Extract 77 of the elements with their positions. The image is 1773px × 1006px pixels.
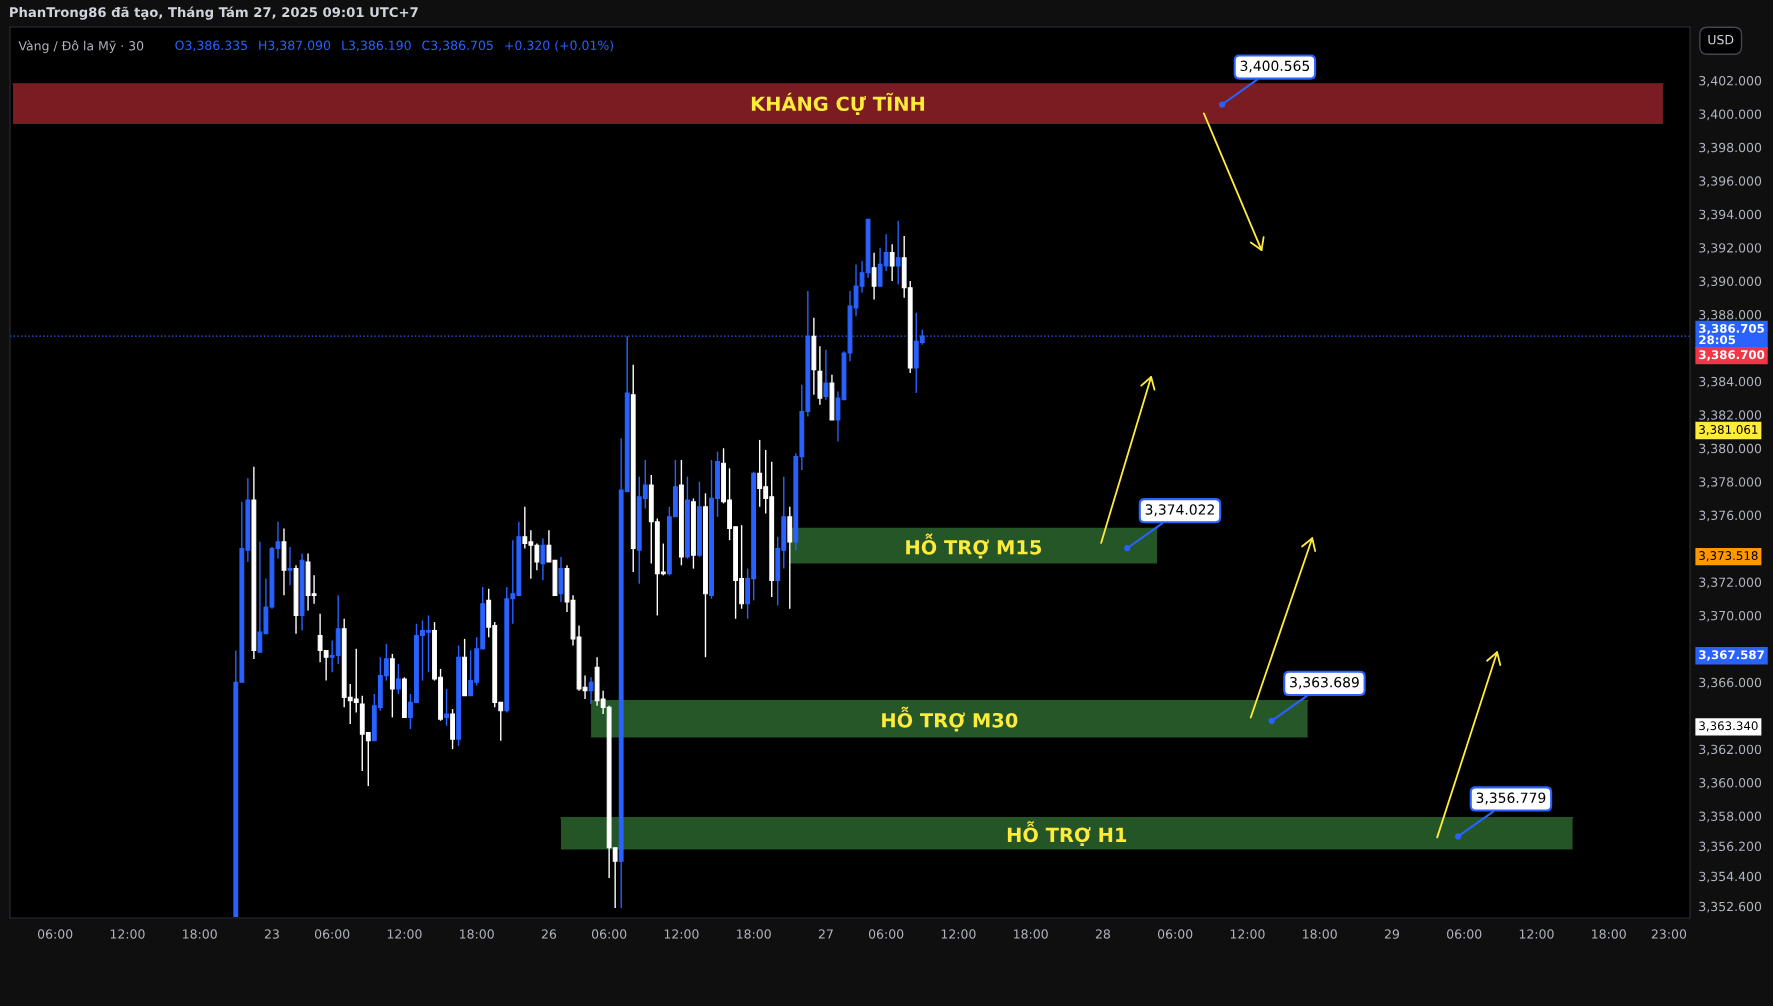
- candlestick: [395, 663, 401, 695]
- x-tick-label: 29: [1384, 929, 1400, 939]
- candlestick: [823, 348, 829, 401]
- candlestick: [871, 251, 877, 301]
- x-tick-label: 12:00: [110, 929, 145, 939]
- x-tick-label: 27: [818, 929, 833, 939]
- x-tick-label: 18:00: [737, 929, 771, 939]
- candlestick: [588, 676, 594, 705]
- annotation: C3,386.705: [422, 40, 493, 52]
- annotation: H3,387.090: [259, 40, 331, 52]
- x-tick-label: 18:00: [183, 929, 217, 939]
- x-tick-label: 23:00: [1651, 929, 1687, 939]
- y-tick-label: 3,400.000: [1699, 109, 1762, 121]
- series-label: HỖ TRỢ H1: [1007, 821, 1127, 847]
- annotation: 3,356.779: [1476, 792, 1546, 805]
- text: 3,373.518: [1699, 551, 1758, 562]
- candlestick: [889, 243, 895, 282]
- y-tick-label: 3,396.000: [1699, 176, 1762, 187]
- y-tick-label: 3,388.000: [1699, 310, 1762, 321]
- x-tick-label: 06:00: [1447, 929, 1482, 939]
- x-tick-label: 12:00: [1519, 929, 1554, 939]
- y-tick-label: 3,402.000: [1699, 75, 1762, 87]
- annotation: L3,386.190: [342, 40, 411, 52]
- y-tick-label: 3,382.000: [1699, 410, 1762, 422]
- candlestick: [895, 220, 901, 286]
- candlestick: [287, 546, 293, 587]
- x-tick-label: 12:00: [387, 929, 422, 939]
- x-tick-label: 06:00: [868, 929, 904, 939]
- x-tick-label: 23: [264, 929, 279, 939]
- x-tick-label: 06:00: [591, 929, 627, 939]
- text: 3,363.340: [1699, 721, 1758, 732]
- y-tick-label: 3,360.000: [1699, 778, 1762, 789]
- annotation: 3,363.689: [1290, 676, 1359, 689]
- series-label: HỖ TRỢ M15: [906, 533, 1042, 559]
- text: USD: [1708, 34, 1734, 45]
- y-tick-label: 3,362.000: [1699, 744, 1762, 756]
- x-tick-label: 06:00: [37, 929, 73, 939]
- x-tick-label: 06:00: [314, 929, 350, 939]
- y-tick-label: 3,394.000: [1699, 209, 1762, 221]
- x-tick-label: 28: [1095, 929, 1110, 939]
- x-tick-label: 12:00: [941, 929, 976, 939]
- y-tick-label: 3,398.000: [1699, 142, 1762, 154]
- series-label: KHÁNG CỰ TĨNH: [751, 92, 925, 115]
- candlestick: [540, 537, 546, 582]
- y-tick-label: 3,372.000: [1699, 577, 1762, 589]
- y-tick-label: 3,380.000: [1699, 443, 1762, 455]
- x-tick-label: 18:00: [1014, 929, 1048, 939]
- text: 3,367.587: [1699, 650, 1764, 661]
- annotation: O3,386.335: [175, 40, 247, 52]
- y-tick-label: 3,392.000: [1699, 243, 1762, 254]
- text: 3,386.700: [1699, 350, 1765, 361]
- y-tick-label: 3,378.000: [1699, 477, 1762, 488]
- y-tick-label: 3,370.000: [1699, 610, 1762, 622]
- annotation: +0.320 (+0.01%): [505, 40, 614, 52]
- x-tick-label: 26: [541, 929, 557, 939]
- annotation: 3,400.565: [1240, 60, 1310, 73]
- y-tick-label: 3,356.200: [1699, 841, 1762, 853]
- y-tick-label: 3,352.600: [1699, 901, 1762, 913]
- text: 3,381.061: [1699, 425, 1758, 436]
- chart-title: PhanTrong86 đã tạo, Tháng Tám 27, 2025 09:01 UTC+7: [10, 6, 418, 20]
- x-tick-label: 18:00: [1592, 929, 1626, 939]
- candlestick: [444, 688, 449, 727]
- x-tick-label: 18:00: [460, 929, 494, 939]
- y-tick-label: 3,390.000: [1699, 276, 1762, 288]
- text: Vàng / Đô la Mỹ · 30: [18, 40, 144, 53]
- annotation: 3,374.022: [1145, 504, 1214, 517]
- x-tick-label: 12:00: [664, 929, 699, 939]
- x-tick-label: 06:00: [1157, 929, 1193, 939]
- y-tick-label: 3,358.000: [1699, 811, 1762, 823]
- y-tick-label: 3,376.000: [1699, 510, 1762, 522]
- x-tick-label: 18:00: [1303, 929, 1337, 939]
- series-label: HỖ TRỢ M30: [882, 706, 1018, 732]
- y-tick-label: 3,354.400: [1699, 871, 1762, 883]
- y-tick-label: 3,384.000: [1699, 376, 1762, 388]
- y-tick-label: 3,366.000: [1699, 677, 1762, 689]
- ref-line-label: 3,386.705 28:05: [1699, 323, 1764, 345]
- x-tick-label: 12:00: [1230, 929, 1265, 939]
